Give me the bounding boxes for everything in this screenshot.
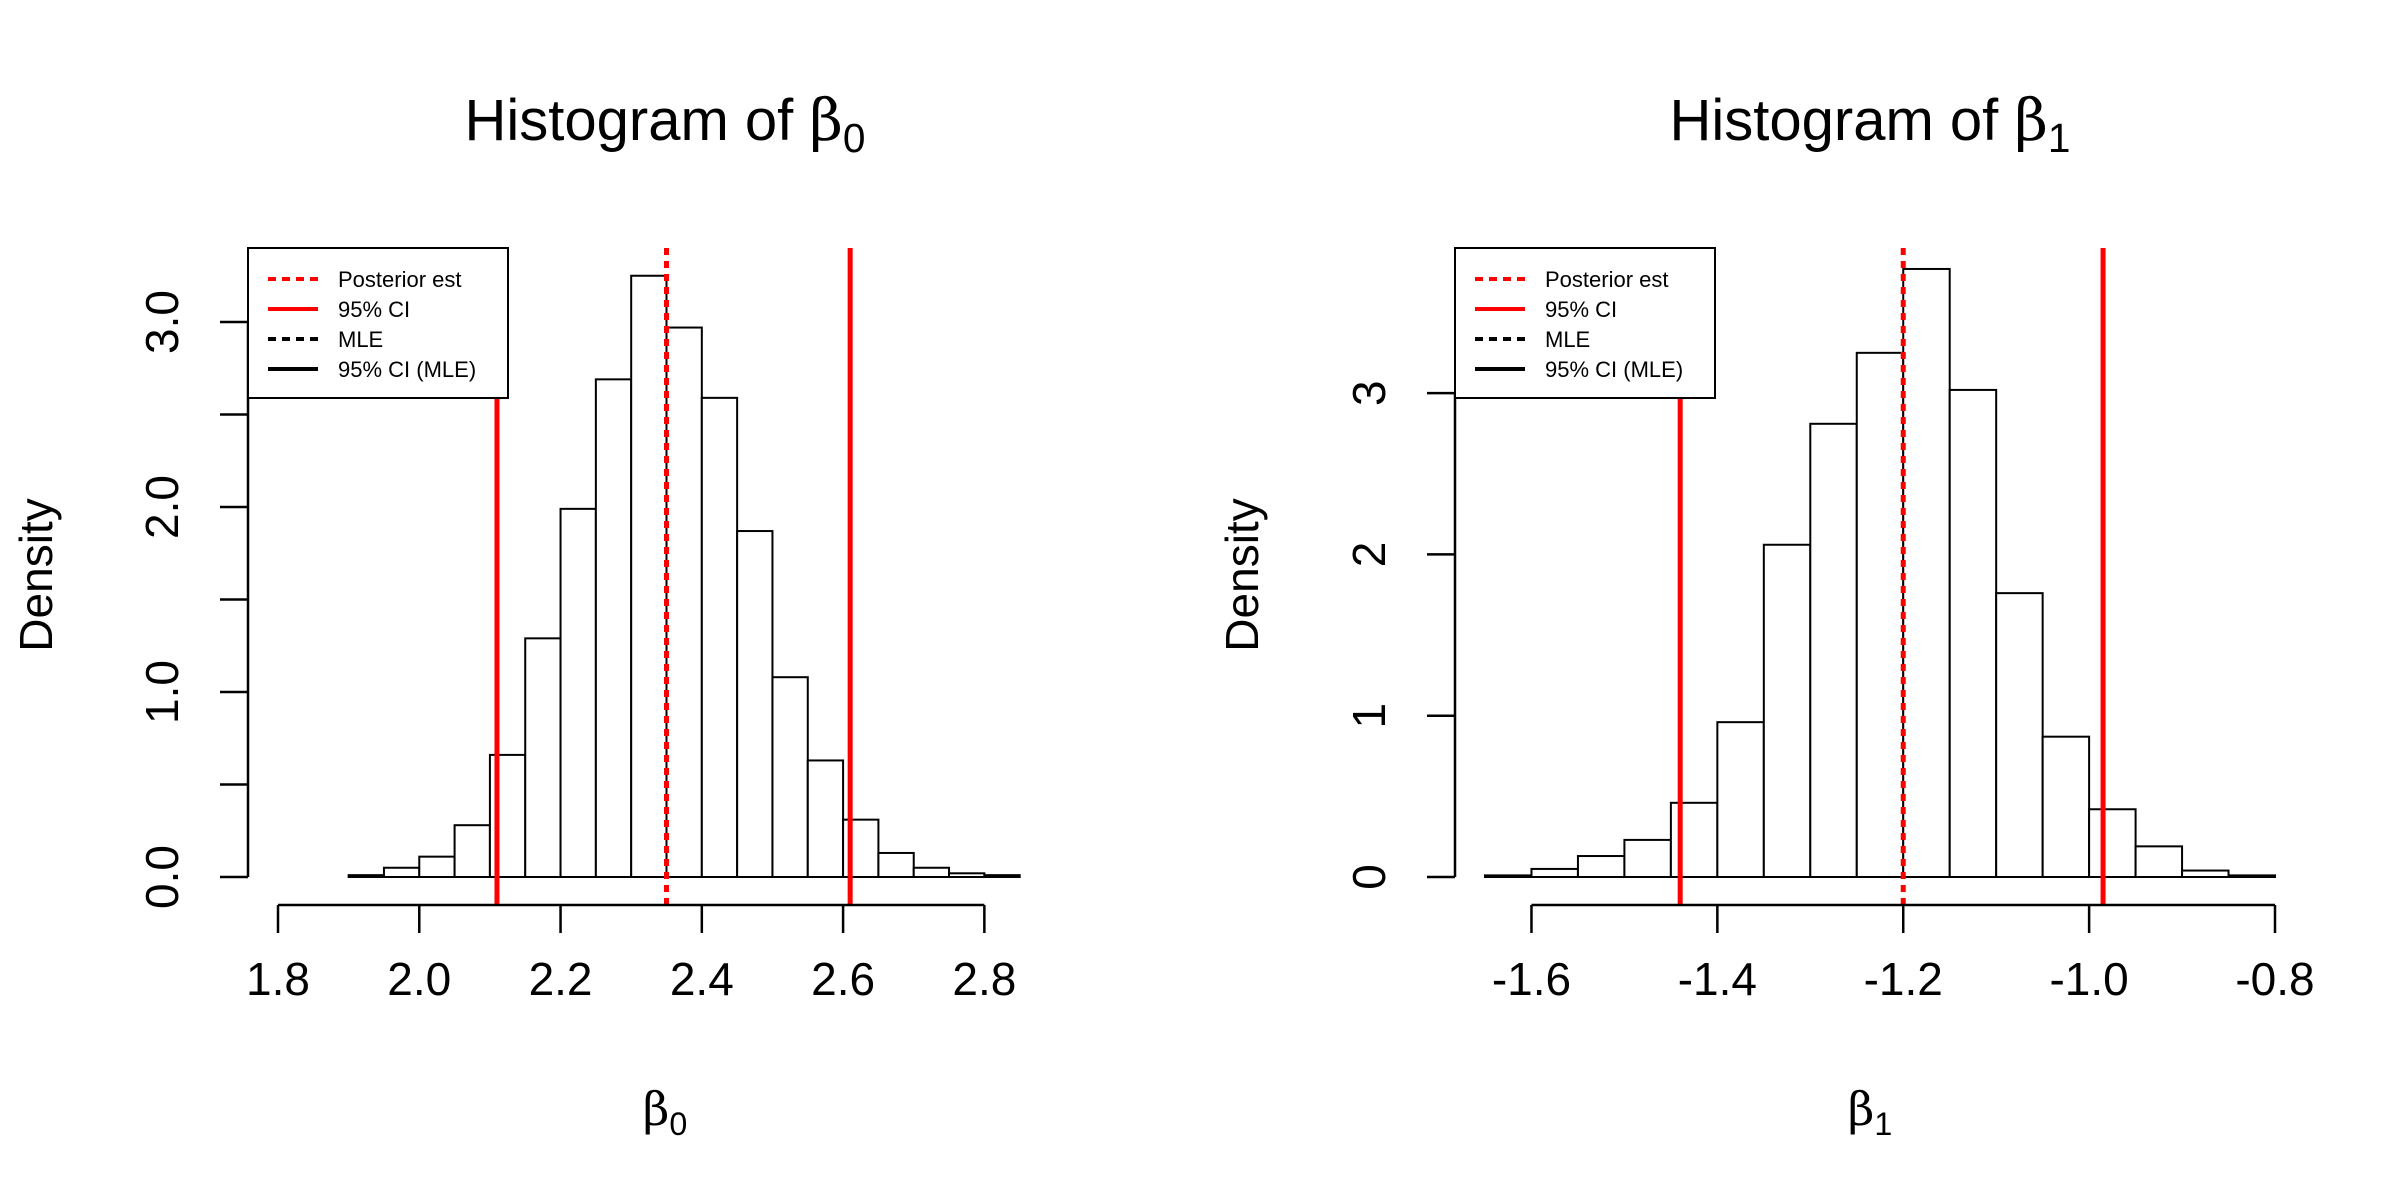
x-tick-label: 2.2 (529, 953, 593, 1005)
histogram-bar (524, 637, 562, 878)
legend-entry-mle: MLE (1475, 327, 1590, 352)
histogram-bar (1623, 838, 1672, 879)
histogram-panel-beta0: Histogram of β0 β0 Density 1.8 2.0 2.2 2.4 2… (10, 86, 1021, 1142)
legend-label: 95% CI (MLE) (1545, 357, 1683, 382)
histogram-bar (700, 396, 739, 878)
legend: Posterior est 95% CI MLE 95% CI (MLE) (1454, 247, 1716, 399)
histogram-bar (1762, 543, 1812, 878)
y-tick-label: 2 (1343, 542, 1395, 568)
histogram-bar (771, 676, 809, 879)
chart-title: Histogram of β0 (465, 86, 866, 161)
histogram-bar (1530, 867, 1579, 879)
histogram-bar (983, 874, 1021, 879)
y-tick-label: 0 (1343, 864, 1395, 890)
x-axis-label: β0 (643, 1082, 688, 1142)
histogram-bar (1948, 388, 1998, 878)
histogram-bar (948, 872, 986, 878)
histogram-bar (2181, 869, 2230, 878)
chart-title: Histogram of β1 (1670, 86, 2071, 161)
legend-label: 95% CI (1545, 297, 1617, 322)
histogram-bar (1995, 592, 2044, 879)
legend-entry-posterior-est: Posterior est (1475, 267, 1669, 292)
histogram-bar (594, 378, 633, 878)
x-tick-label: -0.8 (2235, 953, 2314, 1005)
histogram-bar (736, 530, 774, 878)
legend-entry-95-ci-mle: 95% CI (MLE) (268, 357, 476, 382)
histogram-bar (2041, 735, 2091, 879)
histogram-bar (630, 274, 668, 878)
legend-entry-95-ci-mle: 95% CI (MLE) (1475, 357, 1683, 382)
x-tick-label: 2.4 (670, 953, 734, 1005)
histogram-bar (347, 874, 385, 879)
legend-label: MLE (1545, 327, 1590, 352)
y-axis-label: Density (1216, 498, 1268, 651)
x-tick-label: 1.8 (246, 953, 310, 1005)
histogram-bar (1576, 855, 1626, 878)
legend-label: Posterior est (338, 267, 462, 292)
histogram-bar (1716, 721, 1765, 879)
histogram-bar (2088, 808, 2137, 878)
histogram-bar (877, 851, 915, 879)
histogram-bar (1809, 422, 1858, 878)
y-tick-label: 2.0 (136, 475, 188, 539)
y-tick-label: 0.0 (136, 845, 188, 909)
histogram-bar (2227, 874, 2276, 879)
histogram-bars (1484, 267, 2276, 879)
x-tick-label: -1.4 (1678, 953, 1757, 1005)
y-axis: 0 1 2 3 (1343, 380, 1457, 890)
x-tick-label: -1.2 (1864, 953, 1943, 1005)
legend-label: Posterior est (1545, 267, 1669, 292)
x-tick-label: -1.0 (2049, 953, 2128, 1005)
y-axis: 0.0 1.0 2.0 3.0 (136, 290, 250, 909)
x-tick-label: 2.0 (387, 953, 451, 1005)
legend-entry-posterior-est: Posterior est (268, 267, 462, 292)
y-axis-label: Density (10, 498, 62, 651)
y-tick-label: 1 (1343, 703, 1395, 729)
histogram-bar (1902, 267, 1951, 878)
legend-label: 95% CI (MLE) (338, 357, 476, 382)
legend-box (1454, 247, 1716, 399)
histogram-bar (912, 866, 951, 878)
y-tick-label: 1.0 (136, 660, 188, 724)
histogram-bar (665, 326, 703, 878)
legend-entry-mle: MLE (268, 327, 383, 352)
histogram-panel-beta1: Histogram of β1 β1 Density -1.6 -1.4 -1.2-… (1216, 86, 2315, 1142)
y-tick-label: 3 (1343, 380, 1395, 406)
x-tick-label: 2.6 (811, 953, 875, 1005)
legend-label: 95% CI (338, 297, 410, 322)
legend-entry-95-ci: 95% CI (268, 297, 410, 322)
x-tick-label: 2.8 (952, 953, 1016, 1005)
histogram-bar (806, 759, 845, 879)
x-axis: -1.6 -1.4 -1.2 -1.0 -0.8 (1492, 903, 2315, 1005)
histogram-bar (1855, 351, 1905, 879)
histogram-bar (453, 824, 491, 879)
histogram-bar (418, 855, 456, 879)
legend-box (247, 247, 509, 399)
histogram-bar (2134, 845, 2184, 878)
x-tick-label: -1.6 (1492, 953, 1571, 1005)
x-axis: 1.8 2.0 2.2 2.4 2.6 2.8 (246, 903, 1016, 1005)
histogram-bar (1484, 874, 1533, 879)
legend: Posterior est 95% CI MLE 95% CI (MLE) (247, 247, 509, 399)
y-tick-label: 3.0 (136, 290, 188, 354)
x-axis-label: β1 (1848, 1082, 1893, 1142)
histogram-bar (382, 866, 421, 878)
legend-entry-95-ci: 95% CI (1475, 297, 1617, 322)
histogram-bar (559, 507, 597, 878)
legend-label: MLE (338, 327, 383, 352)
